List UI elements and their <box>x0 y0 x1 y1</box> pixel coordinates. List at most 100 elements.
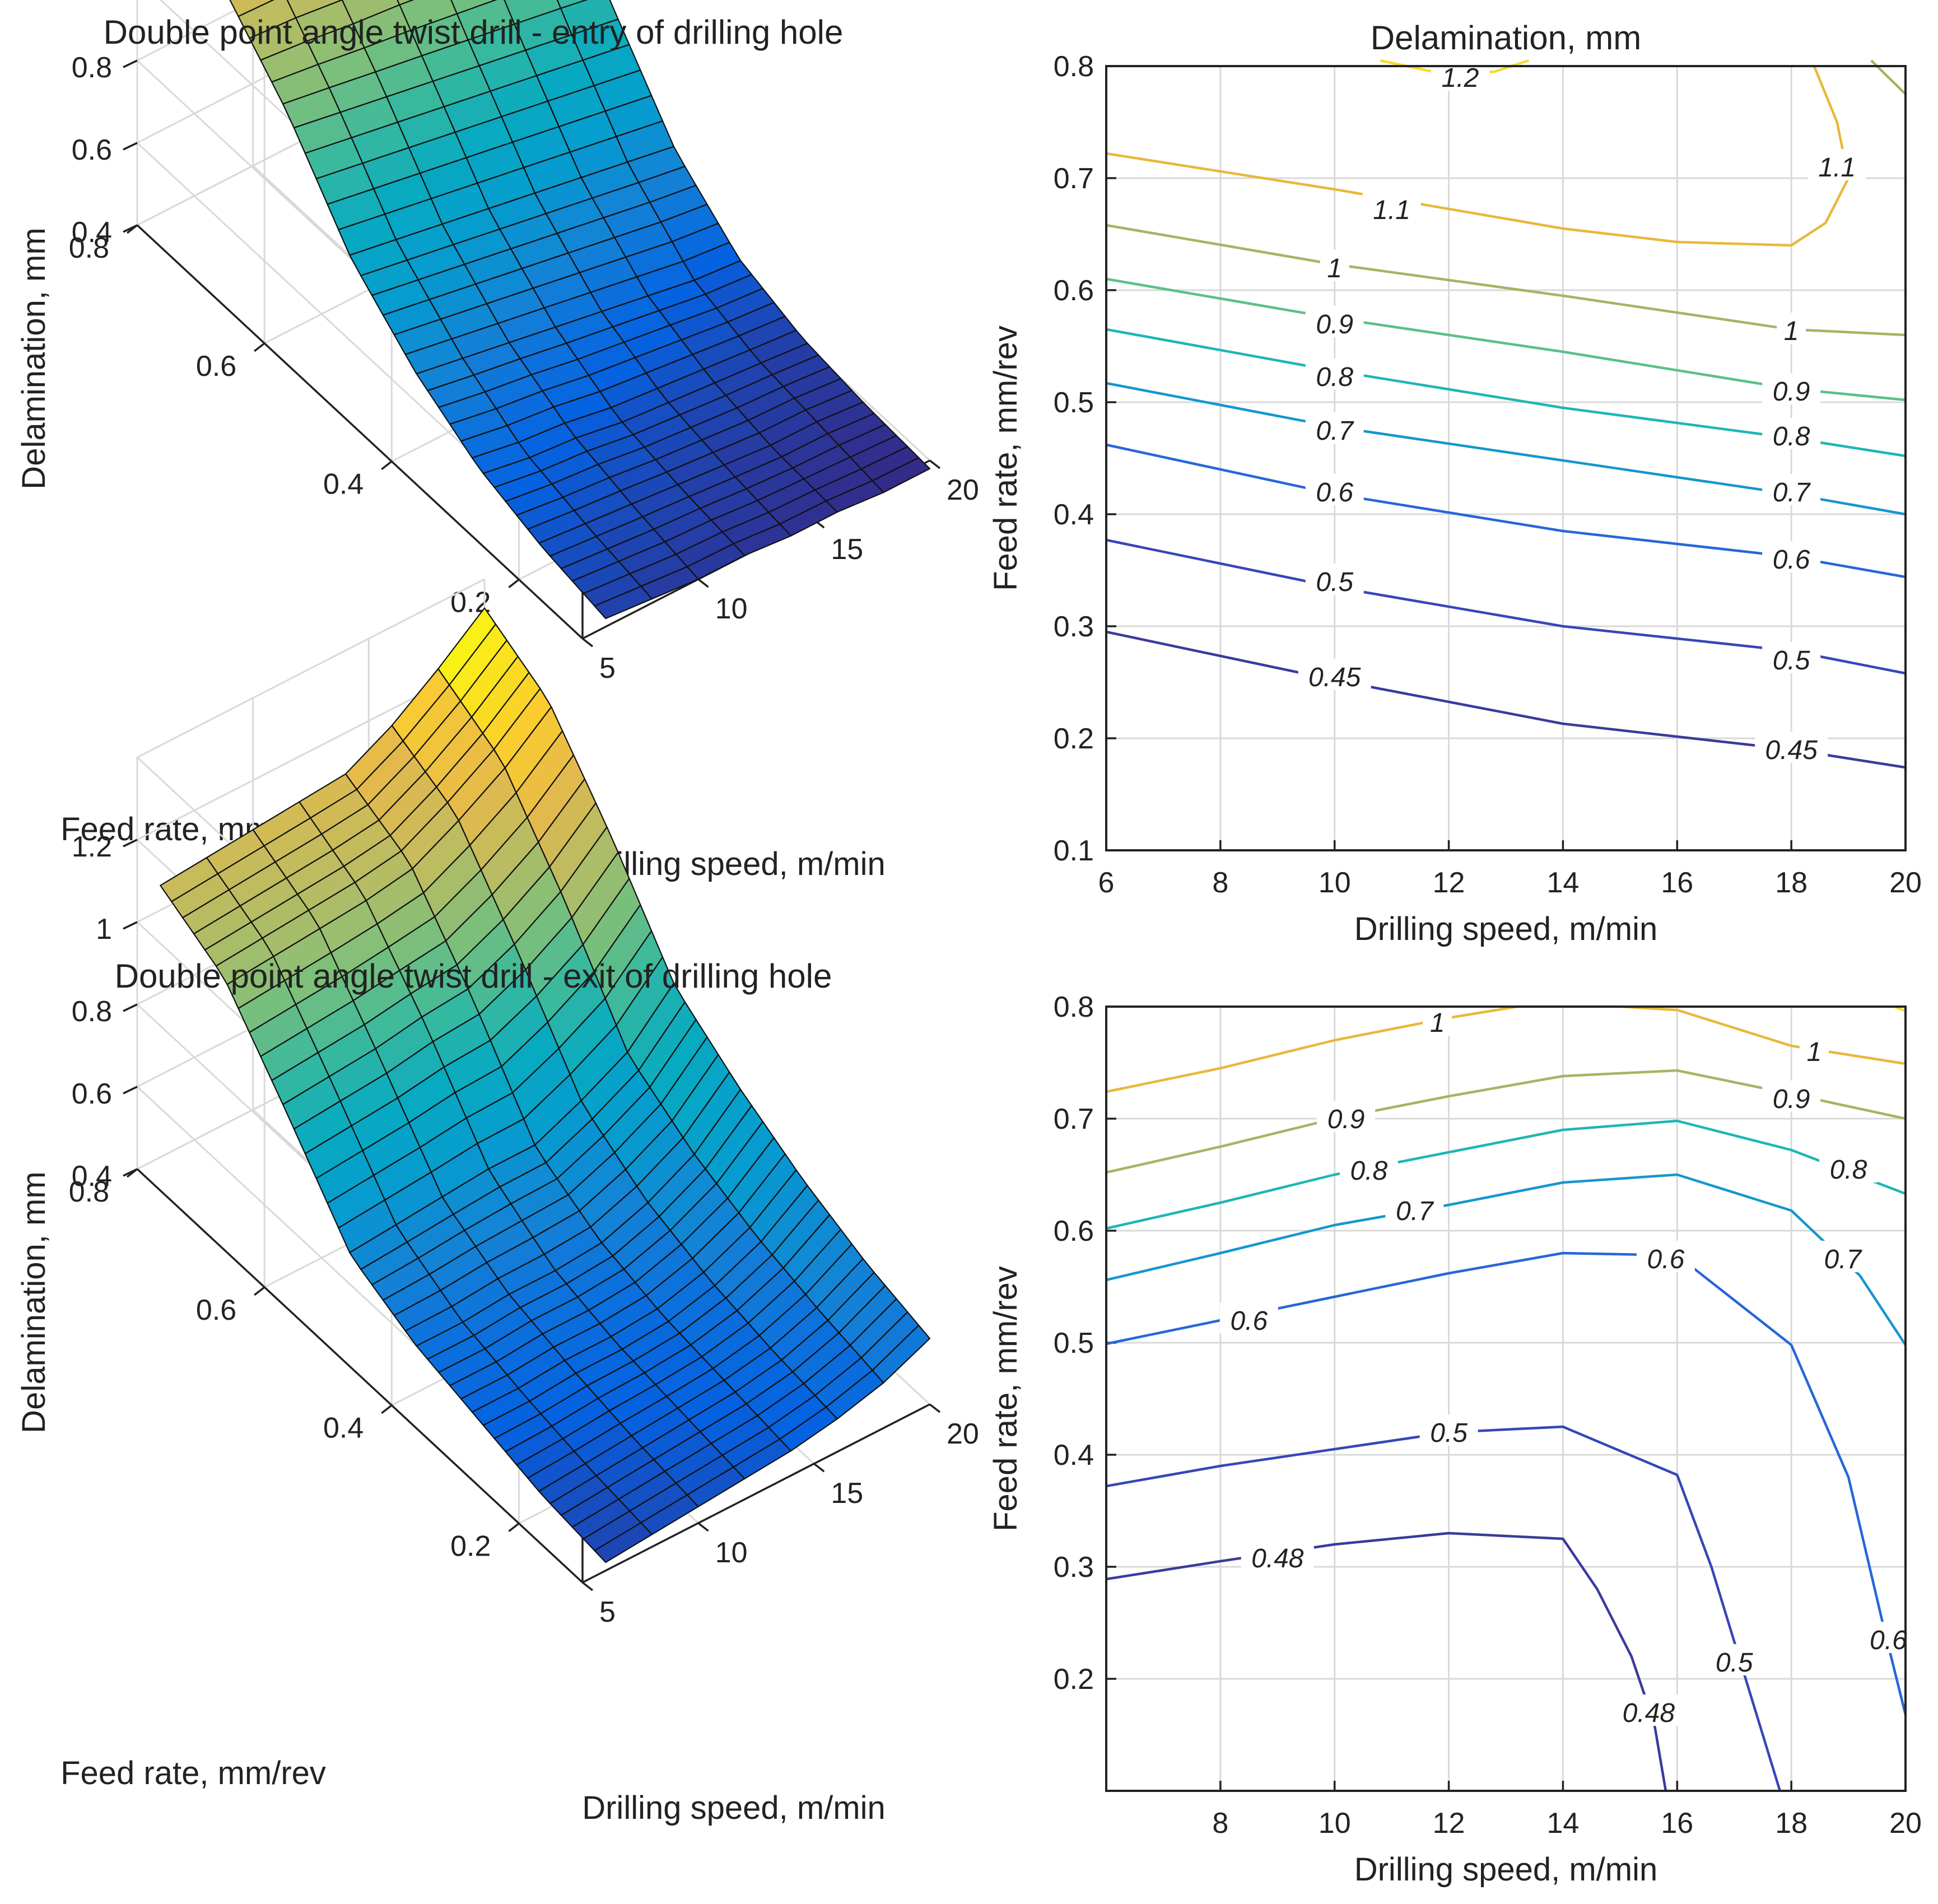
contour-label: 0.9 <box>1327 1105 1365 1134</box>
speed-tick-label: 15 <box>831 533 863 566</box>
y-axis-label: Feed rate, mm/rev <box>987 325 1024 591</box>
z-tick-label: 0.8 <box>72 995 112 1028</box>
z-tick-label: 1 <box>96 0 112 2</box>
x-tick-label: 14 <box>1547 867 1580 899</box>
speed-tick-label: 15 <box>831 1477 863 1510</box>
speed-tick <box>581 1581 594 1591</box>
contour-axes: 8 10 12 14 16 18 20 0.2 0.3 0.4 0.5 0.6 0.7 0.8 <box>1054 991 1922 1840</box>
contour-label: 1 <box>1784 316 1799 346</box>
contour-label: 0.7 <box>1396 1197 1434 1226</box>
speed-tick-label: 10 <box>715 593 748 625</box>
speed-tick-label: 20 <box>947 474 979 506</box>
contour-line <box>1106 538 1906 675</box>
feed-tick <box>508 1523 520 1532</box>
feed-tick-label: 0.4 <box>323 1412 364 1445</box>
z-tick <box>123 142 138 151</box>
speed-axis-line <box>582 1403 930 1584</box>
contour-label-bg <box>1241 1540 1314 1571</box>
contour-panel-3: 8 10 12 14 16 18 200.20.30.40.50.60.70.80.480.… <box>987 991 1922 1888</box>
z-tick-label: 0.6 <box>72 134 112 166</box>
contour-label-bg <box>1362 192 1421 223</box>
contour-label: 0.5 <box>1430 1418 1468 1448</box>
contour-label-bg <box>1819 1151 1878 1183</box>
y-tick-label: 0.4 <box>1054 499 1094 531</box>
contour-panel-1: 6 8 10 12 14 16 18 200.10.20.30.40.50.60.70.80.… <box>987 19 1922 947</box>
x-tick-label: 20 <box>1889 867 1922 899</box>
x-tick-label: 6 <box>1098 867 1115 899</box>
feed-tick-label: 0.8 <box>69 232 109 264</box>
contour-label: 1.2 <box>1442 63 1479 93</box>
y-tick-label: 0.7 <box>1054 1103 1094 1135</box>
z-tick <box>123 1086 138 1095</box>
contour-label: 0.6 <box>1316 478 1353 508</box>
y-tick-label: 0.5 <box>1054 1327 1094 1360</box>
contour-label-bg <box>1305 306 1364 337</box>
contour-label-bg <box>1317 1101 1376 1132</box>
x-tick-label: 12 <box>1433 1807 1465 1840</box>
surface-patch <box>160 856 218 902</box>
contour-line <box>1106 381 1906 516</box>
contour-label-bg <box>1777 313 1806 344</box>
contour-label-bg <box>1705 1644 1764 1675</box>
y-tick-label: 0.3 <box>1054 611 1094 643</box>
z-tick <box>123 921 138 930</box>
surface-patch <box>397 0 414 6</box>
feed-tick-label: 0.6 <box>196 350 236 383</box>
contour-label-bg <box>1762 373 1821 404</box>
feed-tick <box>381 1404 393 1414</box>
feed-tick <box>126 224 138 234</box>
contour-label-bg <box>1385 1193 1444 1224</box>
feed-tick-label: 0.2 <box>450 1530 491 1563</box>
y-tick-label: 0.6 <box>1054 1215 1094 1247</box>
contour-label: 0.8 <box>1773 422 1810 451</box>
contour-line <box>1106 630 1906 769</box>
contour-label-bg <box>1305 474 1364 505</box>
contour-label: 0.9 <box>1773 1084 1810 1114</box>
contour-label: 0.5 <box>1716 1648 1753 1678</box>
z-axis-label: Delamination, mm <box>16 1171 52 1433</box>
plot-frame <box>1105 1005 1907 1792</box>
x-tick-label: 8 <box>1212 867 1228 899</box>
contour-label-bg <box>1298 659 1371 690</box>
z-tick-label: 0.6 <box>72 1078 112 1110</box>
x-axis-label: Drilling speed, m/min <box>1354 1851 1658 1888</box>
contour-label: 0.6 <box>1647 1245 1685 1274</box>
x-tick-label: 20 <box>1889 1807 1922 1840</box>
speed-tick-label: 20 <box>947 1418 979 1450</box>
contour-label: 1.1 <box>1373 195 1410 225</box>
contour-label-bg <box>1219 1302 1278 1334</box>
contour-label-bg <box>1762 642 1821 673</box>
contour-axes: 6 8 10 12 14 16 18 20 0.1 0.2 0.3 0.4 0.5 0.6 0.7 0.8 <box>1054 50 1922 899</box>
contour-label-bg <box>1762 541 1821 572</box>
contour-label: 0.6 <box>1773 545 1810 575</box>
contour-lines: 0.48 0.48 0.5 0.5 0.6 0.6 0.6 0.7 0.7 0.8 0.8 0.9 0.… <box>1106 1004 1918 1791</box>
contour-label-bg <box>1431 59 1489 91</box>
contour-label-bg <box>1320 250 1349 281</box>
contour-label: 1 <box>1807 1037 1822 1067</box>
y-axis-label: Feed rate, mm/rev <box>987 1266 1024 1531</box>
y-tick-label: 0.6 <box>1054 274 1094 307</box>
contour-label-bg <box>1419 1414 1478 1446</box>
y-tick-label: 0.2 <box>1054 1663 1094 1696</box>
speed-axis-label: Drilling speed, m/min <box>582 846 886 882</box>
x-tick-label: 16 <box>1661 867 1693 899</box>
x-tick-label: 18 <box>1775 1807 1807 1840</box>
contour-label: 0.8 <box>1316 362 1353 392</box>
contour-label-bg <box>1762 1081 1821 1112</box>
x-tick-label: 12 <box>1433 867 1465 899</box>
contour-label: 0.7 <box>1316 416 1354 446</box>
contour-label: 0.9 <box>1316 310 1353 339</box>
feed-tick <box>254 1286 265 1296</box>
z-tick-label: 0.4 <box>72 1160 112 1193</box>
surface-panel-2: 0.4 0.6 0.8 1 1.2 0.2 0.4 0.6 0.8 5 10 15 20 Double p… <box>16 578 979 1826</box>
speed-tick-label: 5 <box>599 652 616 685</box>
contour-label: 0.8 <box>1350 1156 1388 1186</box>
feed-tick <box>508 579 520 588</box>
contour-label-bg <box>1423 1004 1452 1036</box>
contour-label: 0.6 <box>1230 1306 1268 1336</box>
speed-tick <box>813 1463 825 1473</box>
contour-label-bg <box>1305 564 1364 595</box>
y-tick-label: 0.8 <box>1054 50 1094 83</box>
x-axis-label: Drilling speed, m/min <box>1354 911 1658 947</box>
contour-label-bg <box>1762 418 1821 449</box>
